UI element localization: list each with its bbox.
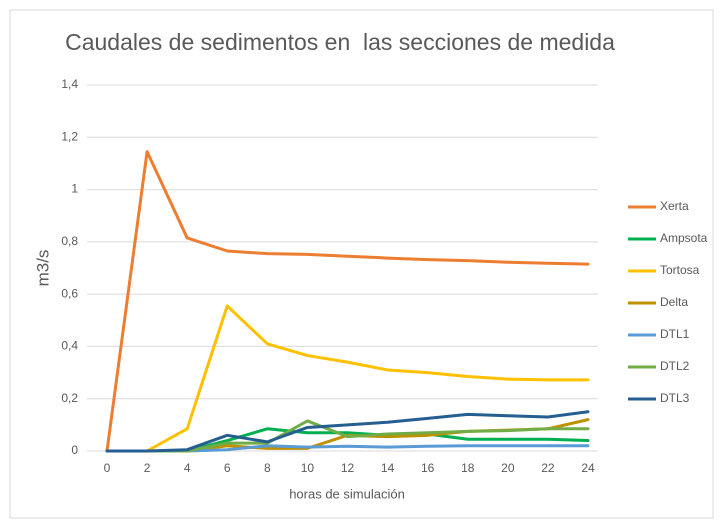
y-tick-label: 1 [71,182,78,196]
y-tick-label: 0,6 [61,286,78,300]
legend-label: DTL3 [660,391,690,405]
legend-label: Tortosa [660,263,700,277]
y-tick-label: 1,2 [61,129,78,143]
legend-label: Ampsota [660,231,708,245]
x-tick-label: 10 [301,461,315,475]
data-line [105,410,590,453]
x-tick-label: 12 [341,461,355,475]
y-tick-label: 0,4 [61,339,78,353]
x-axis-title: horas de simulación [289,486,405,501]
legend-label: DTL2 [660,359,690,373]
x-tick-label: 18 [461,461,475,475]
y-tick-label: 0,2 [61,391,78,405]
x-tick-label: 2 [144,461,151,475]
x-tick-label: 14 [381,461,395,475]
y-axis-title: m3/s [33,250,52,287]
legend-label: DTL1 [660,327,690,341]
y-tick-label: 1,4 [61,77,78,91]
data-line [105,304,590,453]
x-tick-label: 24 [581,461,595,475]
chart-border [9,9,714,519]
data-line [105,150,590,453]
y-tick-label: 0,8 [61,234,78,248]
x-tick-label: 4 [184,461,191,475]
x-tick-label: 8 [264,461,271,475]
y-tick-label: 0 [71,443,78,457]
legend-label: Delta [660,295,688,309]
x-tick-label: 20 [501,461,515,475]
legend-label: Xerta [660,199,689,213]
x-tick-label: 16 [421,461,435,475]
x-tick-label: 6 [224,461,231,475]
x-tick-label: 0 [104,461,111,475]
chart-title: Caudales de sedimentos en las secciones … [65,29,615,55]
x-tick-label: 22 [541,461,555,475]
